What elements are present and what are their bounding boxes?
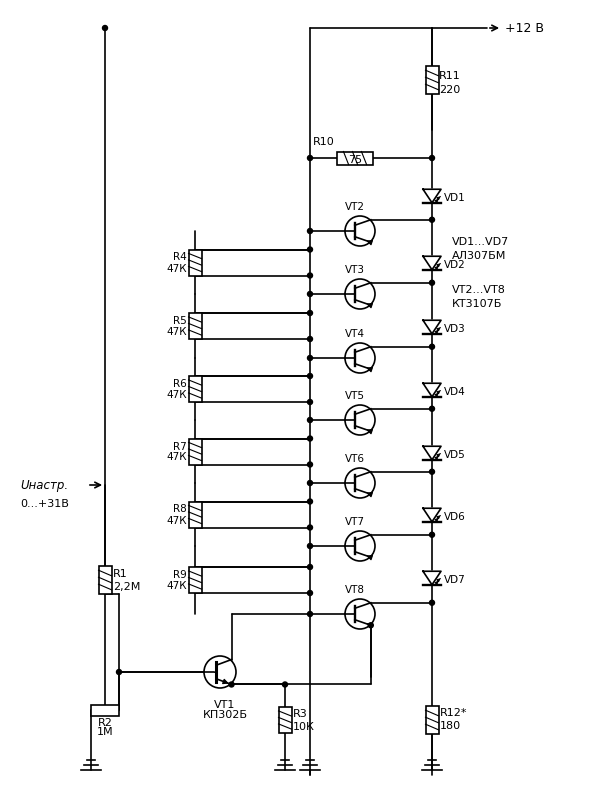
Text: +12 В: +12 В — [505, 21, 544, 34]
Text: КТ3107Б: КТ3107Б — [452, 299, 502, 309]
Bar — [188, 439, 202, 465]
Circle shape — [307, 499, 313, 504]
Text: R9: R9 — [173, 570, 187, 580]
Text: VT3: VT3 — [345, 265, 365, 275]
Bar — [188, 567, 202, 593]
Text: VT2...VT8: VT2...VT8 — [452, 285, 506, 295]
Circle shape — [430, 280, 434, 285]
Bar — [188, 313, 202, 339]
Polygon shape — [423, 447, 441, 460]
Text: VT4: VT4 — [345, 329, 365, 339]
Circle shape — [307, 337, 313, 341]
Circle shape — [430, 533, 434, 537]
Text: 10К: 10К — [293, 722, 315, 732]
Polygon shape — [423, 509, 441, 521]
Text: R3: R3 — [293, 709, 308, 719]
Text: VT6: VT6 — [345, 454, 365, 464]
Text: 220: 220 — [439, 85, 460, 95]
Circle shape — [430, 344, 434, 349]
Circle shape — [430, 217, 434, 222]
Bar — [337, 151, 373, 165]
Bar — [91, 704, 119, 716]
Polygon shape — [423, 256, 441, 270]
Text: 75: 75 — [348, 155, 362, 165]
Text: 47К: 47К — [166, 581, 187, 591]
Circle shape — [307, 525, 313, 530]
Text: VD4: VD4 — [444, 387, 466, 397]
Text: VT5: VT5 — [345, 391, 365, 401]
Text: VT1: VT1 — [214, 700, 235, 710]
Text: АЛ307БМ: АЛ307БМ — [452, 251, 506, 261]
Circle shape — [307, 544, 313, 548]
Circle shape — [307, 417, 313, 423]
Circle shape — [103, 25, 107, 30]
Text: VT7: VT7 — [345, 517, 365, 527]
Text: 47К: 47К — [166, 263, 187, 274]
Text: Uнастр.: Uнастр. — [20, 478, 68, 491]
Circle shape — [307, 291, 313, 296]
Text: R1: R1 — [113, 569, 128, 579]
Bar — [188, 376, 202, 402]
Text: 47К: 47К — [166, 327, 187, 337]
Text: 47К: 47К — [166, 516, 187, 525]
Text: VD7: VD7 — [444, 575, 466, 585]
Bar — [188, 501, 202, 528]
Text: VD5: VD5 — [444, 450, 466, 460]
Text: 2,2М: 2,2М — [113, 582, 140, 592]
Text: VT8: VT8 — [345, 585, 365, 595]
Text: 47К: 47К — [166, 452, 187, 462]
Text: VD3: VD3 — [444, 324, 466, 334]
Bar — [188, 249, 202, 275]
Circle shape — [307, 436, 313, 441]
Circle shape — [307, 155, 313, 161]
Text: R6: R6 — [173, 379, 187, 389]
Circle shape — [307, 247, 313, 252]
Circle shape — [283, 682, 287, 687]
Bar — [99, 566, 112, 594]
Polygon shape — [423, 572, 441, 585]
Text: R5: R5 — [173, 316, 187, 326]
Text: КП302Б: КП302Б — [202, 710, 247, 720]
Text: VD2: VD2 — [444, 260, 466, 270]
Text: VD1...VD7: VD1...VD7 — [452, 237, 509, 247]
Circle shape — [368, 622, 373, 628]
Circle shape — [229, 682, 234, 687]
Polygon shape — [423, 189, 441, 203]
Text: R11: R11 — [439, 71, 461, 81]
Text: VD6: VD6 — [444, 512, 466, 522]
Circle shape — [307, 356, 313, 361]
Circle shape — [307, 564, 313, 569]
Circle shape — [307, 310, 313, 315]
Text: R7: R7 — [173, 442, 187, 451]
Text: R2: R2 — [97, 718, 113, 728]
Text: 47К: 47К — [166, 390, 187, 400]
Bar — [425, 66, 438, 94]
Circle shape — [307, 481, 313, 486]
Circle shape — [430, 470, 434, 474]
Text: VD1: VD1 — [444, 193, 466, 203]
Text: 0...+31В: 0...+31В — [20, 499, 69, 509]
Text: 1М: 1М — [97, 727, 113, 737]
Bar — [425, 706, 438, 734]
Circle shape — [430, 155, 434, 161]
Circle shape — [307, 400, 313, 404]
Text: R4: R4 — [173, 252, 187, 263]
Polygon shape — [423, 383, 441, 396]
Circle shape — [116, 669, 122, 674]
Bar — [278, 707, 291, 733]
Text: 180: 180 — [440, 721, 461, 731]
Circle shape — [307, 273, 313, 278]
Polygon shape — [423, 320, 441, 334]
Circle shape — [430, 600, 434, 605]
Text: VT2: VT2 — [345, 202, 365, 212]
Circle shape — [307, 228, 313, 233]
Circle shape — [430, 406, 434, 412]
Text: R8: R8 — [173, 505, 187, 514]
Text: R10: R10 — [313, 137, 335, 147]
Circle shape — [307, 591, 313, 595]
Circle shape — [307, 611, 313, 616]
Circle shape — [307, 373, 313, 379]
Text: R12*: R12* — [440, 708, 467, 718]
Circle shape — [307, 462, 313, 467]
